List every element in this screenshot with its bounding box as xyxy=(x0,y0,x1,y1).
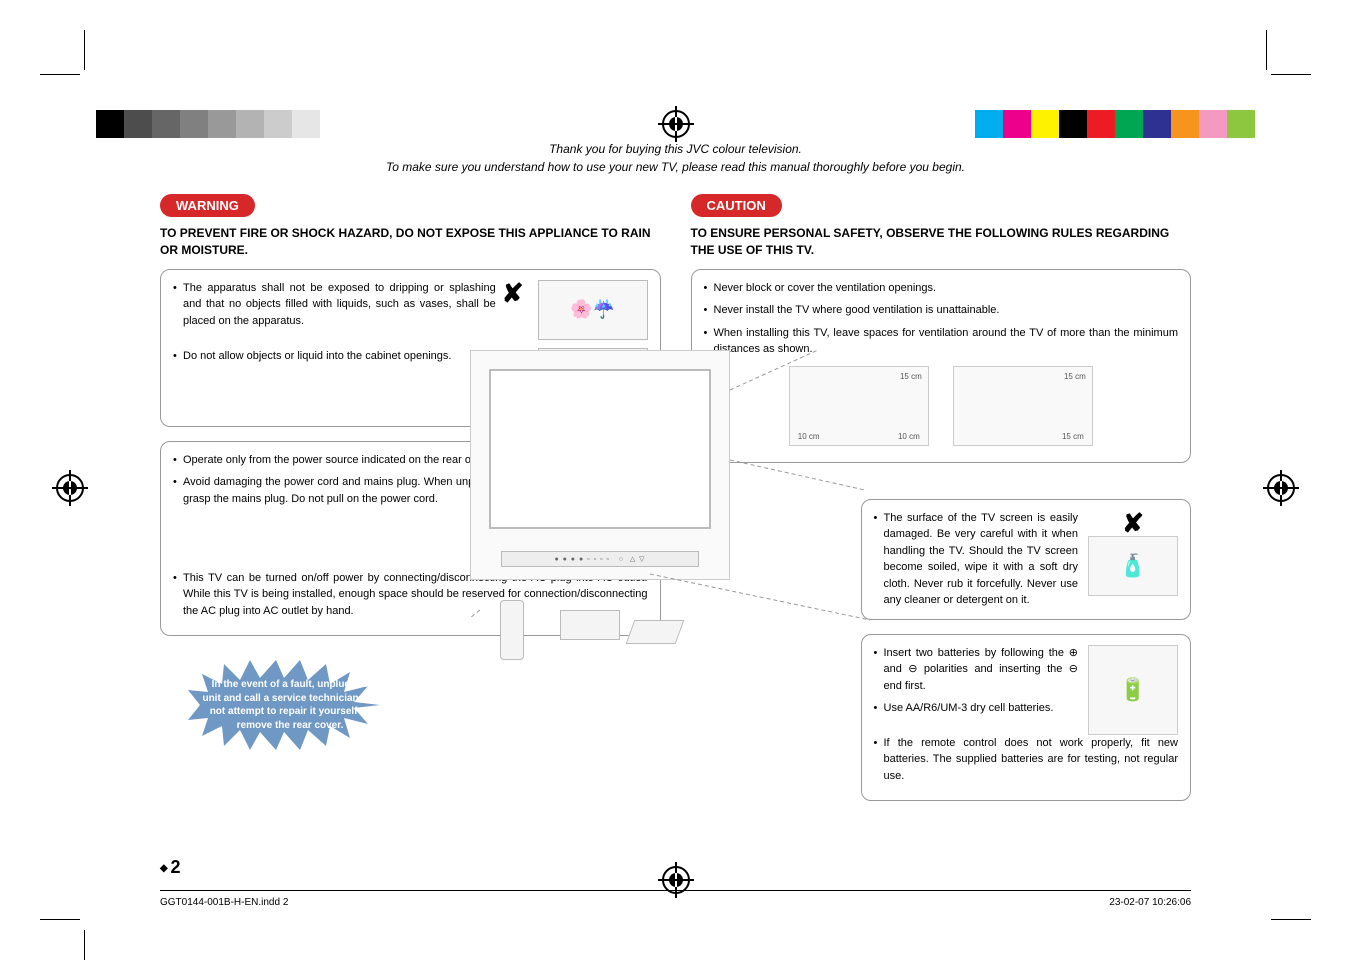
vase-illustration: 🌸☔ xyxy=(538,280,648,340)
grayscale-bar xyxy=(96,110,348,138)
batt-item2: Use AA/R6/UM-3 dry cell batteries. xyxy=(874,700,1079,717)
warn1-item2: Do not allow objects or liquid into the … xyxy=(173,348,496,365)
page-number: 2 xyxy=(160,857,180,878)
ventilation-front-illustration: 15 cm 10 cm 10 cm xyxy=(789,366,929,446)
crop-mark xyxy=(84,930,85,960)
crop-mark xyxy=(1266,30,1267,70)
warn1-item1: The apparatus shall not be exposed to dr… xyxy=(173,280,496,330)
screen-clean-illustration: 🧴 xyxy=(1088,536,1178,596)
battery-illustration: 🔋 xyxy=(1088,645,1178,735)
dist-label: 10 cm xyxy=(798,431,820,443)
registration-mark-icon xyxy=(56,474,84,502)
footer-file: GGT0144-001B-H-EN.indd 2 xyxy=(160,897,288,908)
caution1-item3: When installing this TV, leave spaces fo… xyxy=(704,325,1179,358)
cross-icon: ✘ xyxy=(1122,510,1144,536)
warning-subhead: TO PREVENT FIRE OR SHOCK HAZARD, DO NOT … xyxy=(160,225,661,259)
batt-item1: Insert two batteries by following the ⊕ … xyxy=(874,645,1079,695)
burst-text: In the event of a fault, unplug the unit… xyxy=(194,664,386,746)
color-bar xyxy=(975,110,1255,138)
dist-label: 10 cm xyxy=(898,431,920,443)
caution-subhead: TO ENSURE PERSONAL SAFETY, OBSERVE THE F… xyxy=(691,225,1192,259)
screen-care-text: The surface of the TV screen is easily d… xyxy=(884,512,1079,607)
tv-stand-illustration xyxy=(560,590,690,650)
crop-mark xyxy=(84,30,85,70)
tv-front-panel: ● ● ● ● ▫ ▫ ▫ ▫ ○ △ ▽ xyxy=(501,551,699,567)
crop-mark xyxy=(1271,74,1311,75)
caution-box-screen: • The surface of the TV screen is easily… xyxy=(861,499,1192,620)
caution1-item1: Never block or cover the ventilation ope… xyxy=(704,280,1179,297)
caution-column: CAUTION TO ENSURE PERSONAL SAFETY, OBSER… xyxy=(691,194,1192,815)
registration-mark-icon xyxy=(1267,474,1295,502)
batt-item3: If the remote control does not work prop… xyxy=(874,735,1179,785)
intro-line2: To make sure you understand how to use y… xyxy=(386,160,965,174)
crop-mark xyxy=(40,74,80,75)
intro-line1: Thank you for buying this JVC colour tel… xyxy=(549,142,802,156)
registration-mark-icon xyxy=(662,110,690,138)
crop-mark xyxy=(1271,919,1311,920)
remote-illustration xyxy=(500,600,524,660)
cross-icon: ✘ xyxy=(502,280,524,306)
caution-box-ventilation: Never block or cover the ventilation ope… xyxy=(691,269,1192,463)
page-footer: GGT0144-001B-H-EN.indd 2 23-02-07 10:26:… xyxy=(160,890,1191,908)
caution-tag: CAUTION xyxy=(691,194,782,217)
footer-date: 23-02-07 10:26:06 xyxy=(1109,897,1191,908)
crop-mark xyxy=(40,919,80,920)
warning-tag: WARNING xyxy=(160,194,255,217)
dist-label: 15 cm xyxy=(1062,431,1084,443)
service-burst: In the event of a fault, unplug the unit… xyxy=(180,650,400,760)
ventilation-side-illustration: 15 cm 15 cm xyxy=(953,366,1093,446)
tv-main-illustration: ● ● ● ● ▫ ▫ ▫ ▫ ○ △ ▽ xyxy=(470,350,730,580)
dist-label: 15 cm xyxy=(1064,371,1086,383)
dist-label: 15 cm xyxy=(900,371,922,383)
caution1-item2: Never install the TV where good ventilat… xyxy=(704,302,1179,319)
intro-text: Thank you for buying this JVC colour tel… xyxy=(160,140,1191,176)
caution-box-batteries: Insert two batteries by following the ⊕ … xyxy=(861,634,1192,802)
